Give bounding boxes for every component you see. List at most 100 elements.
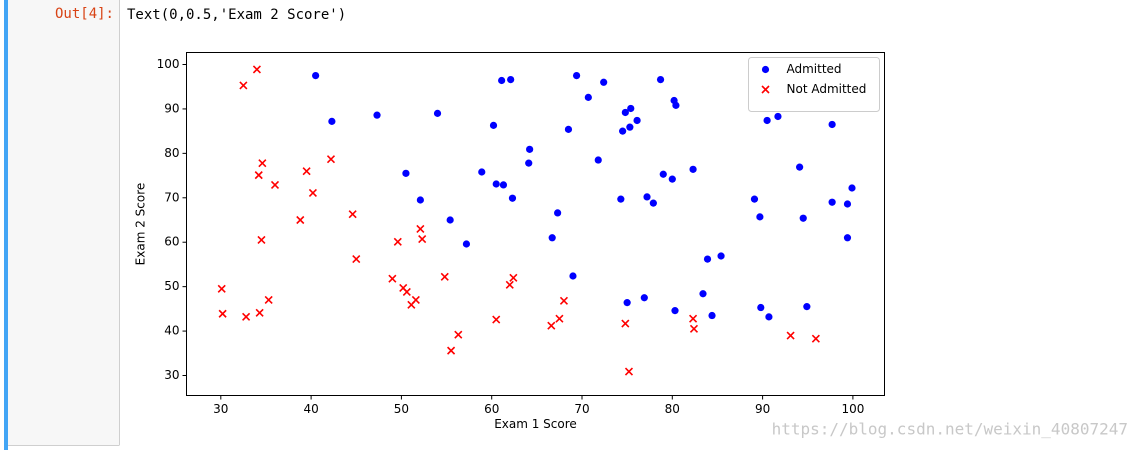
x-tick-label: 60 — [484, 402, 499, 416]
data-point — [689, 165, 697, 173]
data-point — [627, 104, 635, 113]
data-point — [446, 216, 454, 224]
x-tick-label: 80 — [665, 402, 680, 416]
data-point — [796, 163, 804, 171]
prompt-area — [8, 0, 119, 445]
data-point — [848, 184, 856, 192]
cell-focus-bar — [4, 0, 8, 450]
data-point — [454, 330, 463, 339]
data-point — [765, 313, 773, 321]
data-point — [619, 127, 627, 135]
data-point — [255, 308, 264, 317]
data-point — [509, 273, 518, 282]
data-point — [708, 311, 716, 320]
data-point — [252, 65, 261, 74]
data-point — [757, 303, 765, 312]
y-tick-label: 40 — [164, 324, 179, 338]
watermark: https://blog.csdn.net/weixin_40807247 — [772, 420, 1128, 439]
data-point — [373, 111, 381, 119]
data-point — [555, 314, 564, 323]
data-point — [626, 123, 634, 131]
data-point — [786, 331, 795, 340]
data-point — [703, 255, 712, 263]
x-tick-label: 70 — [574, 402, 589, 416]
y-tick-label: 80 — [164, 146, 179, 160]
data-point — [418, 235, 427, 244]
x-axis-label: Exam 1 Score — [494, 417, 577, 431]
data-point — [492, 180, 500, 188]
data-point — [689, 314, 698, 323]
data-point — [462, 240, 471, 248]
data-point — [416, 196, 424, 204]
x-tick-label: 50 — [394, 402, 409, 416]
data-point — [270, 180, 280, 189]
data-point — [507, 76, 515, 84]
data-point — [774, 112, 782, 121]
data-point — [312, 72, 320, 80]
data-point — [659, 170, 667, 178]
data-point — [547, 321, 556, 330]
data-point — [828, 120, 836, 129]
data-point — [600, 78, 608, 86]
data-point — [803, 303, 811, 311]
data-point — [218, 309, 227, 318]
data-point — [843, 200, 852, 208]
data-point — [499, 181, 508, 189]
legend-marker — [761, 65, 770, 74]
data-point — [258, 159, 267, 168]
data-point — [526, 145, 534, 153]
data-point — [326, 155, 336, 164]
data-point — [388, 274, 397, 283]
data-point — [617, 195, 625, 203]
data-point — [649, 199, 657, 207]
data-point — [633, 116, 641, 125]
data-point — [505, 280, 514, 289]
data-point — [554, 209, 562, 217]
data-point — [717, 252, 725, 260]
data-point — [242, 312, 251, 321]
data-point — [217, 284, 226, 293]
data-point — [640, 294, 648, 302]
data-point — [699, 290, 707, 298]
x-tick-label: 100 — [841, 402, 864, 416]
data-point — [756, 213, 764, 221]
data-point — [489, 121, 498, 129]
data-point — [239, 81, 248, 90]
legend-marker — [761, 85, 770, 94]
data-point — [416, 224, 425, 233]
data-point — [572, 72, 581, 80]
data-point — [811, 334, 820, 343]
data-point — [671, 307, 679, 315]
data-point — [440, 272, 449, 281]
data-point — [750, 195, 759, 203]
legend-label: Admitted — [787, 62, 842, 76]
data-point — [525, 159, 533, 167]
data-point — [594, 156, 602, 164]
data-point — [672, 101, 680, 109]
data-point — [584, 93, 592, 101]
data-point — [643, 193, 651, 201]
x-tick-label: 90 — [755, 402, 770, 416]
data-point — [621, 108, 629, 117]
data-point — [624, 367, 634, 376]
y-tick-label: 60 — [164, 235, 179, 249]
data-point — [308, 188, 317, 197]
data-point — [828, 198, 836, 206]
data-point — [763, 116, 771, 125]
data-point — [623, 299, 631, 307]
y-tick-label: 50 — [164, 279, 179, 293]
data-point — [548, 234, 556, 242]
output-text: Text(0,0.5,'Exam 2 Score') — [127, 7, 346, 23]
data-point — [433, 109, 442, 117]
y-tick-label: 30 — [164, 368, 179, 382]
data-point — [402, 287, 411, 297]
data-point — [668, 175, 676, 183]
data-point — [689, 324, 699, 333]
data-point — [402, 169, 410, 177]
data-point — [411, 295, 420, 305]
data-point — [348, 210, 357, 219]
data-point — [264, 295, 273, 305]
legend-box — [748, 57, 880, 112]
data-point — [296, 215, 305, 225]
